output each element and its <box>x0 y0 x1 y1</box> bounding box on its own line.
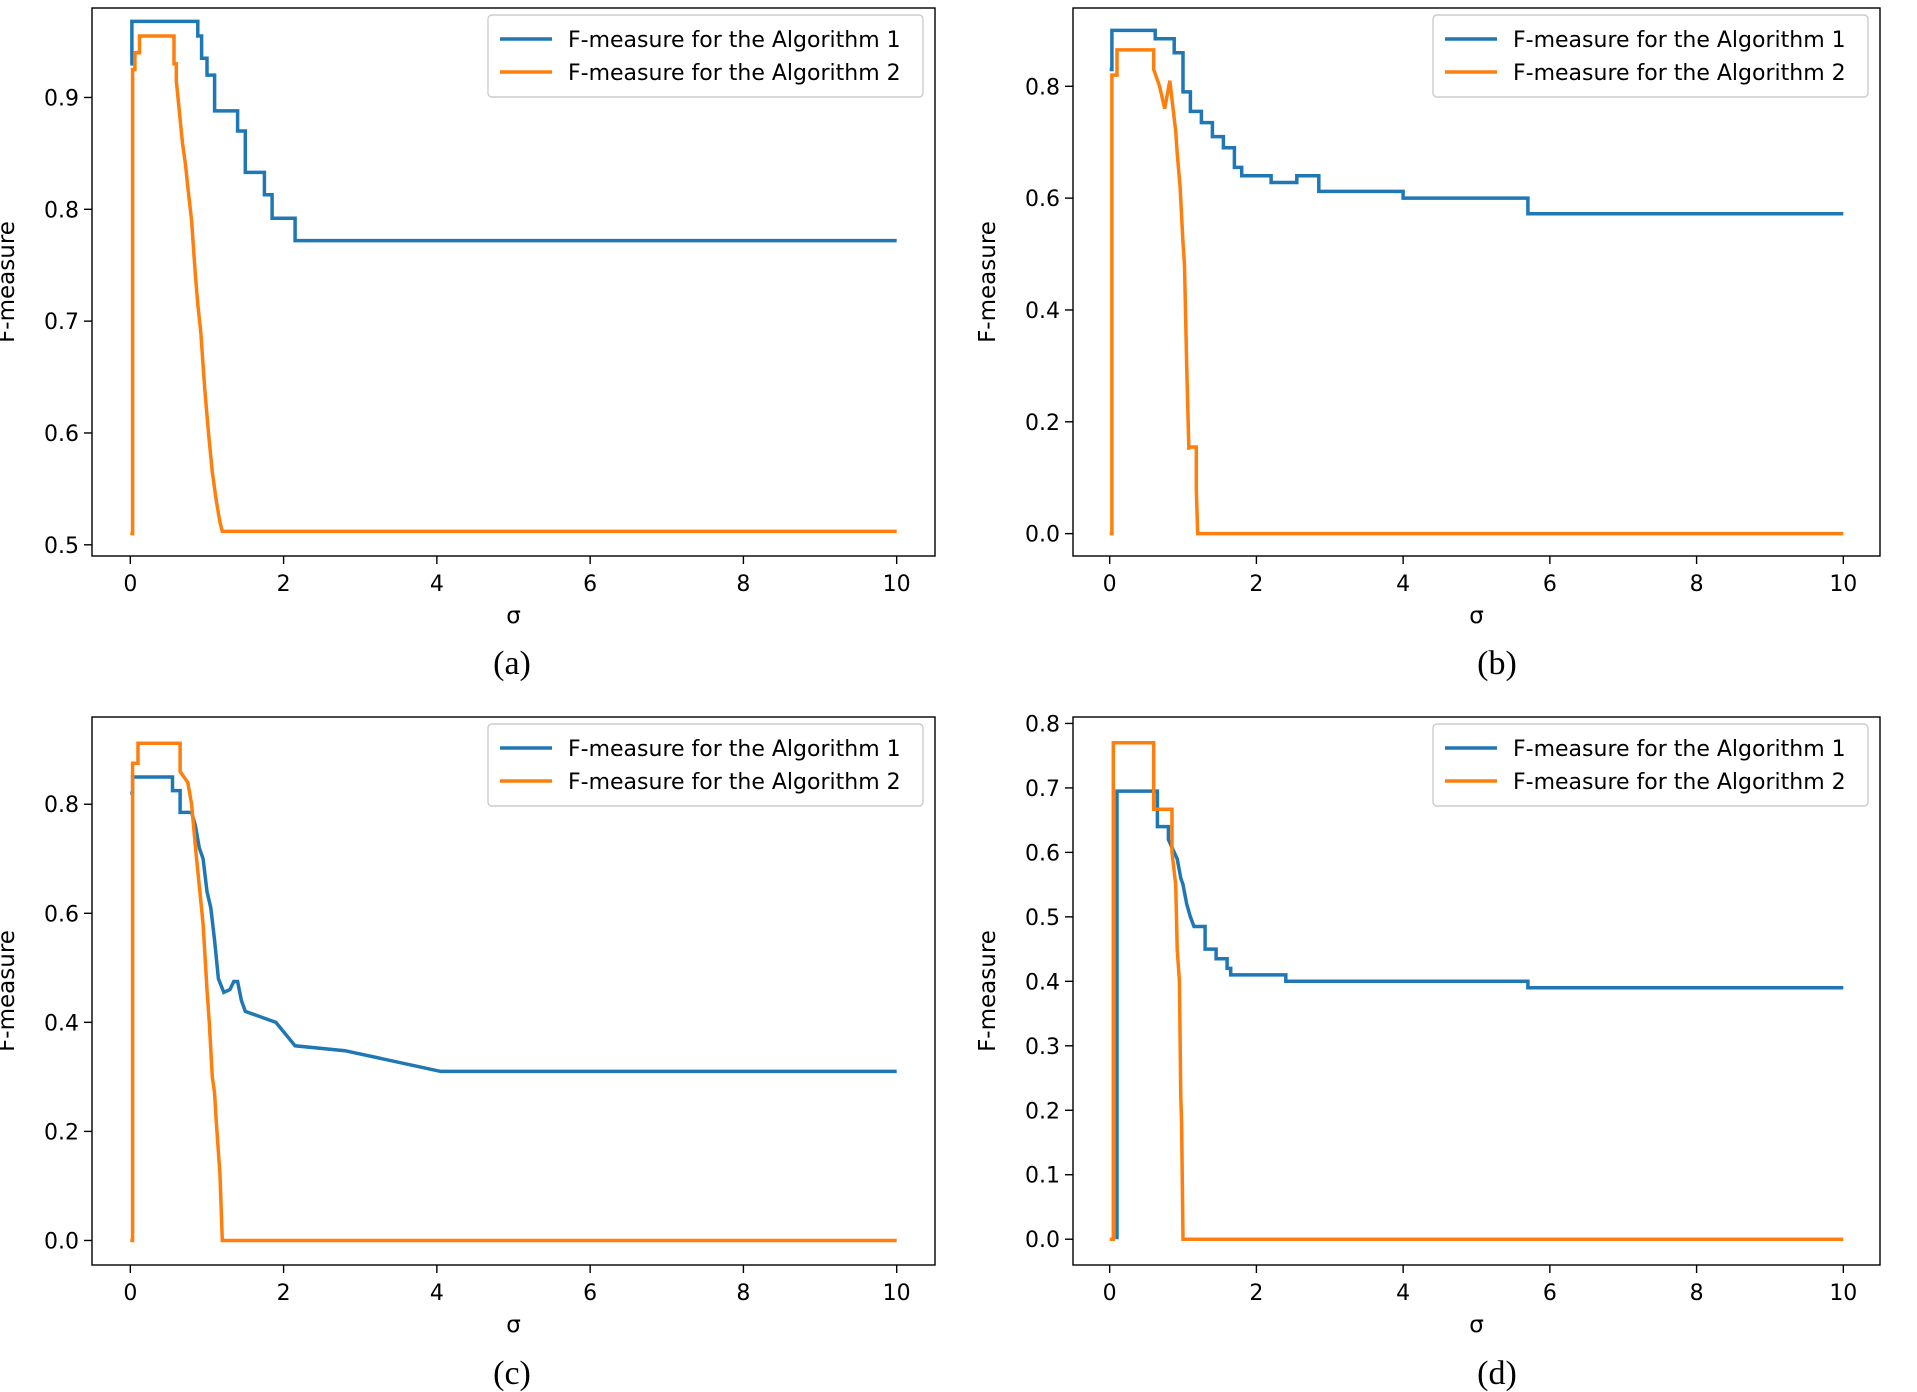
y-axis-label: F-measure <box>975 930 1001 1052</box>
panel-c: 0 2 4 6 8 10 0.0 0.2 0.4 0.6 0.8 σ F-measure F-measur… <box>0 716 936 1392</box>
y-tick-label: 0.8 <box>1025 75 1060 100</box>
x-tick-label: 2 <box>1249 1281 1263 1306</box>
y-tick-label: 0.6 <box>1025 187 1060 212</box>
x-axis-label: σ <box>506 603 521 629</box>
series-line-algorithm-2 <box>1109 741 1844 1241</box>
x-tick-label: 10 <box>883 572 911 597</box>
x-axis-label: σ <box>1469 603 1484 629</box>
y-tick-label: 0.0 <box>1025 523 1060 548</box>
panel-caption: (c) <box>493 1355 531 1392</box>
panel-a: 0 2 4 6 8 10 0.5 0.6 0.7 0.8 0.9 σ F-measure F-measur… <box>0 7 936 682</box>
y-tick-label: 0.6 <box>44 422 79 447</box>
x-tick-label: 4 <box>1396 572 1410 597</box>
legend-label-algorithm-1: F-measure for the Algorithm 1 <box>568 28 901 53</box>
y-tick-label: 0.8 <box>44 793 79 818</box>
y-tick-label: 0.8 <box>1025 712 1060 737</box>
legend-box <box>487 14 924 98</box>
x-tick-label: 0 <box>1103 1281 1117 1306</box>
x-tick-label: 4 <box>1396 1281 1410 1306</box>
x-tick-label: 8 <box>1690 572 1704 597</box>
panel-caption: (b) <box>1477 645 1517 682</box>
x-tick-label: 4 <box>430 572 444 597</box>
plot-frame <box>91 716 936 1266</box>
x-tick-label: 8 <box>736 572 750 597</box>
x-tick-label: 6 <box>583 572 597 597</box>
series-line-algorithm-1 <box>1115 789 1844 1240</box>
x-tick-label: 2 <box>277 1281 291 1306</box>
y-tick-label: 0.9 <box>44 86 79 111</box>
x-tick-label: 6 <box>1543 1281 1557 1306</box>
y-tick-label: 0.8 <box>44 198 79 223</box>
panel-b: 0 2 4 6 8 10 0.0 0.2 0.4 0.6 0.8 σ F-measure F-measur… <box>975 7 1881 682</box>
legend-label-algorithm-2: F-measure for the Algorithm 2 <box>1513 61 1846 86</box>
x-tick-label: 8 <box>1690 1281 1704 1306</box>
x-tick-label: 10 <box>1829 572 1857 597</box>
panel-caption: (a) <box>493 645 531 682</box>
legend-label-algorithm-2: F-measure for the Algorithm 2 <box>568 770 901 795</box>
y-tick-label: 0.4 <box>1025 299 1060 324</box>
y-tick-label: 0.6 <box>1025 841 1060 866</box>
legend-box <box>1432 14 1869 98</box>
x-tick-label: 2 <box>277 572 291 597</box>
y-axis-label: F-measure <box>975 221 1001 343</box>
x-tick-label: 4 <box>430 1281 444 1306</box>
plot-frame <box>91 7 936 557</box>
y-tick-label: 0.1 <box>1025 1164 1060 1189</box>
x-tick-label: 6 <box>1543 572 1557 597</box>
y-axis-label: F-measure <box>0 221 20 343</box>
series-line-algorithm-1 <box>130 775 897 1074</box>
x-tick-label: 10 <box>883 1281 911 1306</box>
x-tick-label: 10 <box>1829 1281 1857 1306</box>
series-line-algorithm-1 <box>1109 28 1844 216</box>
y-tick-label: 0.0 <box>1025 1228 1060 1253</box>
legend-label-algorithm-1: F-measure for the Algorithm 1 <box>1513 28 1846 53</box>
y-tick-label: 0.2 <box>1025 1099 1060 1124</box>
legend-label-algorithm-2: F-measure for the Algorithm 2 <box>568 61 901 86</box>
series-line-algorithm-2 <box>130 34 897 536</box>
y-axis-label: F-measure <box>0 930 20 1052</box>
plot-frame <box>1072 716 1881 1266</box>
x-tick-label: 0 <box>123 1281 137 1306</box>
x-axis-label: σ <box>506 1312 521 1338</box>
y-tick-label: 0.2 <box>44 1120 79 1145</box>
panel-caption: (d) <box>1477 1355 1517 1392</box>
x-tick-label: 0 <box>1103 572 1117 597</box>
y-tick-label: 0.5 <box>44 534 79 559</box>
series-line-algorithm-1 <box>130 19 897 243</box>
x-tick-label: 8 <box>736 1281 750 1306</box>
x-tick-label: 0 <box>123 572 137 597</box>
y-tick-label: 0.6 <box>44 902 79 927</box>
y-tick-label: 0.3 <box>1025 1035 1060 1060</box>
legend-label-algorithm-2: F-measure for the Algorithm 2 <box>1513 770 1846 795</box>
x-axis-label: σ <box>1469 1312 1484 1338</box>
plot-frame <box>1072 7 1881 557</box>
y-tick-label: 0.4 <box>44 1011 79 1036</box>
legend-label-algorithm-1: F-measure for the Algorithm 1 <box>568 737 901 762</box>
x-tick-label: 6 <box>583 1281 597 1306</box>
legend-box <box>1432 723 1869 807</box>
series-line-algorithm-2 <box>1109 48 1844 536</box>
y-tick-label: 0.7 <box>44 310 79 335</box>
y-tick-label: 0.7 <box>1025 777 1060 802</box>
y-tick-label: 0.4 <box>1025 970 1060 995</box>
legend-box <box>487 723 924 807</box>
y-tick-label: 0.2 <box>1025 411 1060 436</box>
y-tick-label: 0.5 <box>1025 906 1060 931</box>
legend-label-algorithm-1: F-measure for the Algorithm 1 <box>1513 737 1846 762</box>
series-line-algorithm-2 <box>130 741 897 1243</box>
y-tick-label: 0.0 <box>44 1229 79 1254</box>
x-tick-label: 2 <box>1249 572 1263 597</box>
panel-d: 0 2 4 6 8 10 0.0 0.1 0.2 0.3 0.4 0.5 0.6 0.7 0.8 σ F-mea… <box>975 712 1881 1392</box>
